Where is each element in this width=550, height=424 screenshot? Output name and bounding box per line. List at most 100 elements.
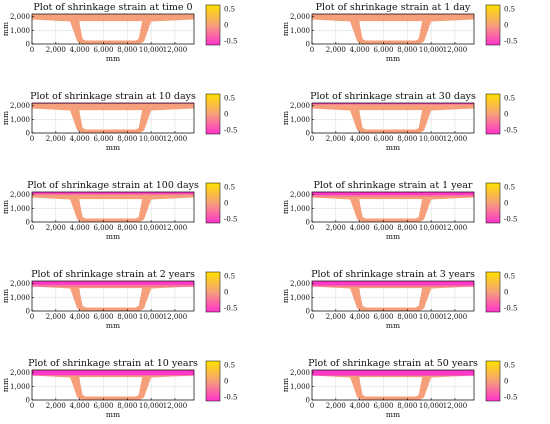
x-tick-label: 8,000 xyxy=(117,313,137,321)
x-tick-label: 10,000 xyxy=(139,402,164,410)
colorbar-tick-label: -0.5 xyxy=(224,38,238,46)
x-tick-label: 0 xyxy=(30,135,34,143)
colorbar-tick-label: 0 xyxy=(504,289,508,297)
colorbar-tick-label: 0.5 xyxy=(504,184,515,192)
x-tick-label: 6,000 xyxy=(93,135,113,143)
section-shape xyxy=(312,281,474,311)
y-tick-label: 0 xyxy=(26,41,30,49)
strain-band xyxy=(32,192,194,194)
x-tick-label: 4,000 xyxy=(70,224,90,232)
x-tick-label: 10,000 xyxy=(139,224,164,232)
strain-band-fade xyxy=(32,375,194,377)
section-shape xyxy=(32,192,194,222)
x-tick-label: 8,000 xyxy=(397,135,417,143)
colorbar-tick-label: 0 xyxy=(224,378,228,386)
plot-frame xyxy=(31,13,195,45)
colorbar xyxy=(485,360,501,402)
x-tick-label: 6,000 xyxy=(93,46,113,54)
section-shape xyxy=(312,192,474,222)
y-tick-label: 1,000 xyxy=(290,205,310,213)
strain-band-fade xyxy=(312,375,474,377)
plot-frame xyxy=(31,191,195,223)
x-axis-label: mm xyxy=(106,321,120,330)
strain-band-fade xyxy=(32,284,194,288)
strain-plot-8: Plot of shrinkage strain at 3 years 0 2,00… xyxy=(281,269,518,330)
x-tick-label: 8,000 xyxy=(397,46,417,54)
y-axis-label: mm xyxy=(1,111,10,125)
colorbar xyxy=(205,93,221,135)
colorbar-tick-label: 0 xyxy=(504,111,508,119)
colorbar-tick-label: 0 xyxy=(224,200,228,208)
x-axis-label: mm xyxy=(386,143,400,152)
strain-plot-2: Plot of shrinkage strain at 1 day 0 2,000 4… xyxy=(281,2,518,63)
y-axis-label: mm xyxy=(1,22,10,36)
y-tick-label: 2,000 xyxy=(10,102,30,110)
plot-title: Plot of shrinkage strain at 10 years xyxy=(28,358,198,369)
x-tick-label: 2,000 xyxy=(46,313,66,321)
plot-frame xyxy=(311,191,475,223)
plot-frame xyxy=(311,102,475,134)
colorbar-tick-label: -0.5 xyxy=(504,394,518,402)
x-tick-label: 8,000 xyxy=(397,224,417,232)
x-tick-label: 4,000 xyxy=(350,402,370,410)
x-tick-label: 10,000 xyxy=(419,402,444,410)
colorbar-tick-label: -0.5 xyxy=(504,305,518,313)
x-tick-label: 12,000 xyxy=(443,46,468,54)
strain-band-fade xyxy=(312,285,474,288)
y-tick-label: 2,000 xyxy=(10,191,30,199)
y-tick-label: 2,000 xyxy=(10,369,30,377)
section-shape xyxy=(32,370,194,400)
colorbar-tick-label: -0.5 xyxy=(224,394,238,402)
plot-frame xyxy=(311,280,475,312)
section-shape xyxy=(32,281,194,311)
x-tick-label: 0 xyxy=(310,224,314,232)
strain-band-fade xyxy=(312,195,474,197)
section-shape xyxy=(32,14,194,44)
strain-plot-4: Plot of shrinkage strain at 30 days 0 2,00… xyxy=(281,91,518,152)
y-axis-label: mm xyxy=(281,289,290,303)
colorbar-tick-label: 0 xyxy=(224,289,228,297)
colorbar-tick-label: 0.5 xyxy=(504,362,515,370)
x-tick-label: 6,000 xyxy=(373,313,393,321)
x-tick-label: 10,000 xyxy=(139,135,164,143)
plot-title: Plot of shrinkage strain at time 0 xyxy=(33,2,192,13)
colorbar xyxy=(485,93,501,135)
x-tick-label: 0 xyxy=(310,313,314,321)
x-tick-label: 10,000 xyxy=(419,313,444,321)
strain-band xyxy=(312,192,474,195)
plot-frame xyxy=(31,102,195,134)
strain-plot-6: Plot of shrinkage strain at 1 year 0 2,000… xyxy=(281,180,518,241)
y-tick-label: 1,000 xyxy=(10,294,30,302)
x-axis-label: mm xyxy=(386,232,400,241)
section-shape xyxy=(32,103,194,133)
colorbar-tick-label: 0.5 xyxy=(224,184,235,192)
strain-band xyxy=(312,281,474,286)
y-tick-label: 2,000 xyxy=(290,13,310,21)
x-tick-label: 6,000 xyxy=(93,402,113,410)
strain-plot-1: Plot of shrinkage strain at time 0 0 2,000… xyxy=(1,2,238,63)
x-tick-label: 4,000 xyxy=(350,224,370,232)
x-tick-label: 0 xyxy=(30,313,34,321)
y-tick-label: 0 xyxy=(26,308,30,316)
x-axis-label: mm xyxy=(106,54,120,63)
x-tick-label: 12,000 xyxy=(163,402,188,410)
x-tick-label: 2,000 xyxy=(326,46,346,54)
x-axis-label: mm xyxy=(386,410,400,419)
section-shape xyxy=(312,103,474,133)
x-tick-label: 6,000 xyxy=(93,313,113,321)
colorbar-tick-label: 0 xyxy=(224,111,228,119)
plot-title: Plot of shrinkage strain at 50 years xyxy=(308,358,478,369)
y-axis-label: mm xyxy=(1,378,10,392)
x-tick-label: 10,000 xyxy=(139,313,164,321)
plot-title: Plot of shrinkage strain at 2 years xyxy=(31,269,195,280)
x-tick-label: 0 xyxy=(30,46,34,54)
strain-band xyxy=(32,281,194,285)
x-tick-label: 2,000 xyxy=(326,402,346,410)
x-tick-label: 12,000 xyxy=(163,46,188,54)
y-tick-label: 1,000 xyxy=(290,383,310,391)
colorbar-tick-label: 0.5 xyxy=(504,95,515,103)
strain-band-fade xyxy=(32,193,194,196)
y-tick-label: 1,000 xyxy=(10,116,30,124)
plot-title: Plot of shrinkage strain at 1 day xyxy=(316,2,471,13)
colorbar-tick-label: 0.5 xyxy=(224,6,235,14)
